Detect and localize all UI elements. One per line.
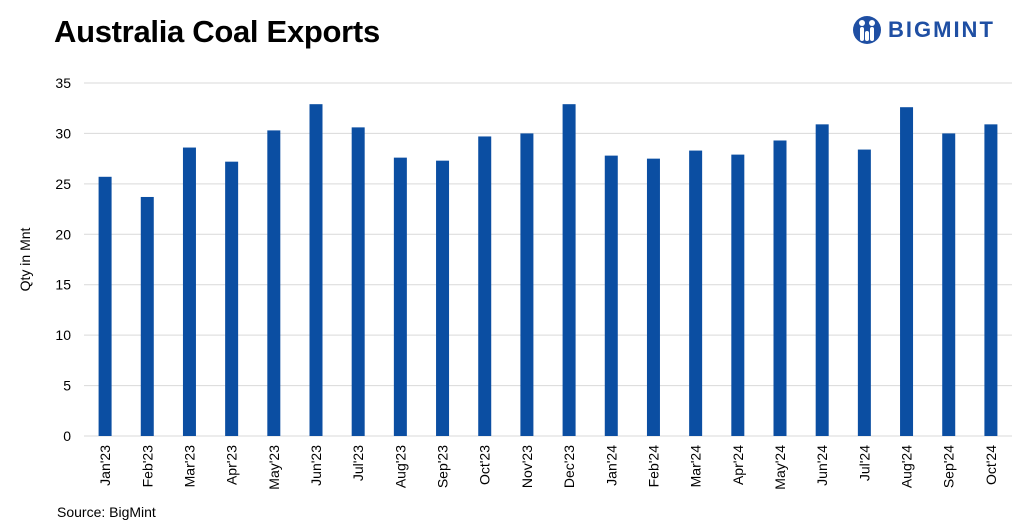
x-tick-label: Jul'23 (350, 445, 366, 481)
x-tick-label: Jun'23 (308, 445, 324, 486)
y-tick-label: 5 (63, 378, 71, 394)
y-tick-label: 35 (55, 75, 71, 91)
bar (520, 133, 534, 436)
brand-name: BIGMINT (888, 17, 995, 42)
bar (942, 133, 956, 436)
bar (436, 160, 450, 436)
bar (267, 130, 281, 436)
bar (773, 140, 787, 436)
bar (393, 157, 407, 437)
bar (351, 127, 365, 437)
bar (857, 149, 871, 436)
x-tick-label: May'24 (772, 445, 788, 490)
y-tick-label: 0 (63, 428, 71, 444)
chart-title: Australia Coal Exports (54, 14, 380, 49)
y-axis-label: Qty in Mnt (17, 227, 33, 291)
x-tick-label: Mar'23 (181, 445, 197, 488)
x-tick-label: Dec'23 (561, 445, 577, 488)
x-tick-label: Sep'24 (941, 445, 957, 488)
x-tick-label: Feb'23 (139, 445, 155, 488)
brand-logo: BIGMINT (852, 12, 995, 48)
x-tick-label: Jan'23 (97, 445, 113, 486)
bar (815, 124, 829, 436)
bar (984, 124, 998, 436)
source-note: Source: BigMint (57, 504, 156, 520)
x-tick-label: May'23 (266, 445, 282, 490)
bar (604, 155, 618, 437)
x-tick-label: Sep'23 (435, 445, 451, 488)
bar (140, 196, 154, 436)
x-tick-label: Jan'24 (603, 445, 619, 486)
x-tick-label: Jul'24 (856, 445, 872, 481)
x-tick-label: Feb'24 (645, 445, 661, 488)
y-tick-label: 25 (55, 176, 71, 192)
x-tick-label: Apr'23 (224, 445, 240, 485)
x-tick-label: Mar'24 (688, 445, 704, 488)
y-tick-label: 30 (55, 125, 71, 141)
x-tick-label: Oct'24 (983, 445, 999, 485)
x-tick-label: Jun'24 (814, 445, 830, 486)
x-tick-label: Aug'24 (899, 445, 915, 488)
x-tick-label: Oct'23 (477, 445, 493, 485)
bar (731, 154, 745, 436)
bar (689, 150, 703, 436)
bar (98, 176, 112, 436)
x-tick-label: Apr'24 (730, 445, 746, 485)
bar (225, 161, 239, 436)
bar (562, 104, 576, 437)
bigmint-logo-icon (853, 16, 881, 44)
bar (182, 147, 196, 436)
y-tick-label: 15 (55, 277, 71, 293)
x-tick-label: Aug'23 (392, 445, 408, 488)
bar (309, 104, 323, 437)
bar (646, 158, 660, 436)
x-tick-label: Nov'23 (519, 445, 535, 488)
bar (900, 107, 914, 436)
y-tick-label: 20 (55, 226, 71, 242)
bar (478, 136, 492, 436)
y-tick-label: 10 (55, 327, 71, 343)
